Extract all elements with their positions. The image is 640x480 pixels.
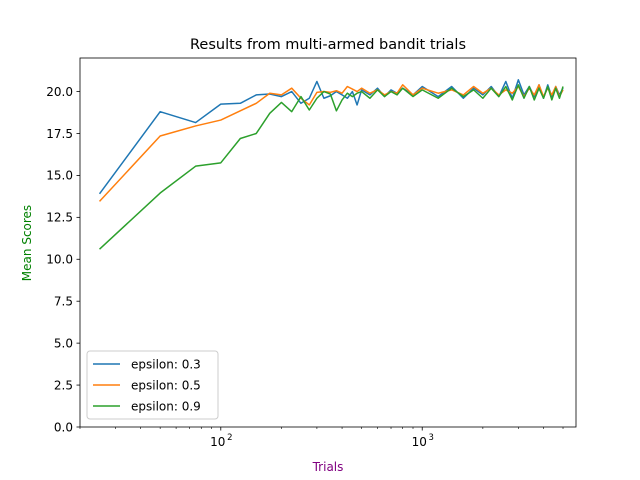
- x-tick-exponent: 2: [227, 433, 232, 443]
- plot-area: [79, 57, 577, 428]
- x-axis-ticks: 10 2 10 3: [79, 427, 564, 449]
- legend-label-1: epsilon: 0.3: [131, 358, 201, 372]
- y-tick-label: 2.5: [54, 378, 73, 392]
- x-tick-label: 10: [412, 435, 427, 449]
- y-axis-ticks: 0.0 2.5 5.0 7.5 10.0 12.5 15.0 17.5 20.0: [46, 85, 80, 434]
- y-axis-label: Mean Scores: [20, 205, 34, 281]
- y-tick-label: 5.0: [54, 336, 73, 350]
- y-tick-label: 15.0: [46, 169, 73, 183]
- y-tick-label: 10.0: [46, 253, 73, 267]
- y-tick-label: 12.5: [46, 211, 73, 225]
- x-axis-label: Trials: [312, 460, 344, 474]
- series-line-3: [99, 84, 564, 250]
- x-tick-exponent: 3: [429, 433, 434, 443]
- legend-label-3: epsilon: 0.9: [131, 400, 201, 414]
- x-tick-label: 10: [210, 435, 225, 449]
- y-tick-label: 20.0: [46, 85, 73, 99]
- y-tick-label: 7.5: [54, 295, 73, 309]
- legend-box: [86, 350, 219, 420]
- axes-frame: [79, 57, 577, 428]
- chart-title: Results from multi-armed bandit trials: [190, 37, 466, 53]
- y-tick-label: 17.5: [46, 127, 73, 141]
- series-group: [98, 79, 564, 250]
- legend: epsilon: 0.3 epsilon: 0.5 epsilon: 0.9: [86, 350, 219, 420]
- legend-label-2: epsilon: 0.5: [131, 379, 201, 393]
- y-tick-label: 0.0: [54, 420, 73, 434]
